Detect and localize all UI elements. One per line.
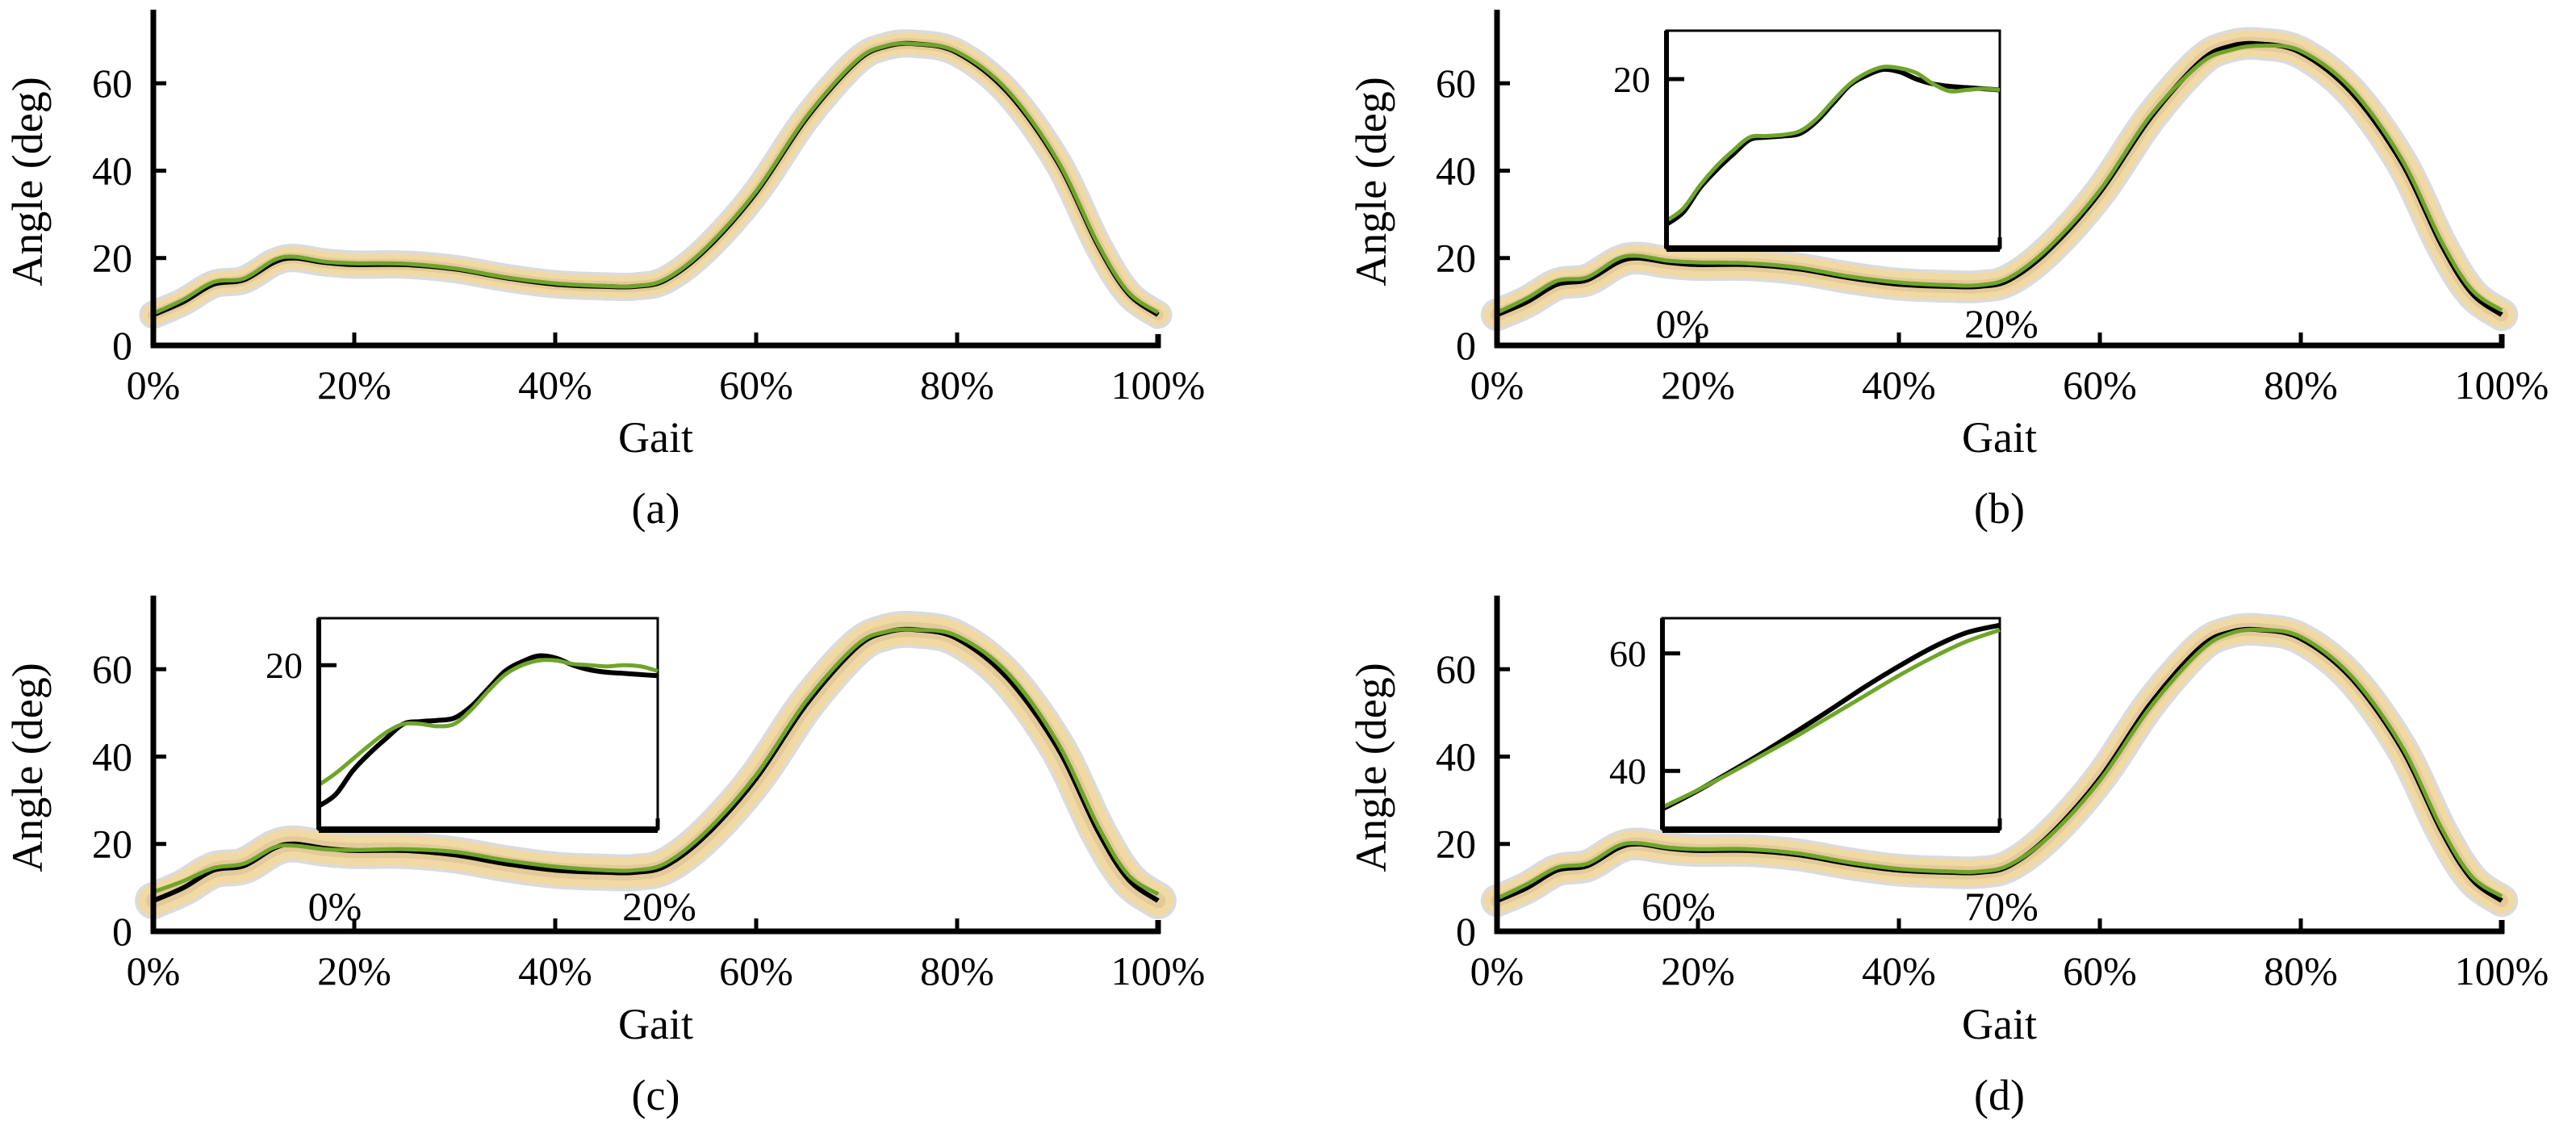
inset-b: 20 0% 20% (1613, 29, 2039, 346)
inset-y-tick-label: 20 (266, 645, 303, 686)
x-tick-label: 100% (2455, 948, 2549, 993)
panel-caption: (d) (1974, 1071, 2025, 1119)
panel-d: 0% 20% 40% 60% 80% 100% 0 20 40 60 Gait Angle (deg)… (1347, 596, 2549, 1119)
x-tick-label: 20% (1661, 362, 1735, 408)
panel-caption: (c) (632, 1071, 680, 1119)
x-tick-label: 40% (518, 362, 592, 408)
series-predicted-line-c (153, 627, 1160, 897)
inset-series-predicted-line (1661, 628, 2001, 809)
x-tick-label: 100% (2455, 362, 2549, 408)
x-tick-label: 60% (2063, 948, 2137, 993)
inset-d: 40 60 60% 70% (1609, 617, 2039, 929)
x-axis-label: Gait (1962, 1000, 2037, 1048)
y-axis-label: Angle (deg) (1347, 77, 1395, 286)
x-tick-label: 80% (920, 948, 994, 993)
x-tick-label: 80% (2264, 362, 2338, 408)
inset-frame (317, 617, 659, 831)
y-axis-label: Angle (deg) (1347, 663, 1395, 872)
x-tick-label: 60% (719, 948, 793, 993)
y-tick-label: 20 (92, 822, 132, 867)
y-tick-label: 0 (1456, 323, 1476, 368)
panel-caption: (a) (632, 484, 680, 533)
x-axis-label: Gait (618, 1000, 693, 1048)
x-tick-label: 0% (1470, 948, 1524, 993)
inset-c: 20 0% 20% (266, 617, 696, 929)
y-tick-label: 0 (1456, 909, 1476, 954)
inset-x-tick-label: 0% (1656, 301, 1710, 346)
y-tick-label: 20 (1436, 236, 1476, 281)
y-tick-label: 40 (92, 734, 132, 779)
inset-x-tick-label: 20% (622, 884, 696, 929)
y-tick-label: 40 (1436, 148, 1476, 193)
series-predicted-line-d (1495, 627, 2503, 901)
y-axis-label: Angle (deg) (3, 77, 52, 286)
x-axis-label: Gait (618, 413, 693, 462)
x-axis-label: Gait (1962, 413, 2037, 462)
inset-series-predicted-line (1665, 65, 2001, 223)
x-tick-label: 60% (2063, 362, 2137, 408)
inset-x-tick-label: 70% (1964, 884, 2039, 929)
y-tick-label: 40 (1436, 734, 1476, 779)
x-tick-label: 100% (1111, 362, 1206, 408)
y-axis-label: Angle (deg) (3, 663, 52, 872)
inset-x-tick-label: 60% (1641, 884, 1716, 929)
x-tick-label: 0% (127, 362, 181, 408)
panel-c: 0% 20% 40% 60% 80% 100% 0 20 40 60 Gait Angle (deg)… (3, 596, 1205, 1119)
inset-y-tick-label: 60 (1609, 634, 1646, 675)
x-tick-label: 60% (719, 362, 793, 408)
x-tick-label: 100% (1111, 948, 1206, 993)
x-tick-label: 0% (1470, 362, 1524, 408)
series-predicted-line-b (1495, 43, 2503, 315)
y-tick-label: 60 (92, 646, 132, 692)
x-tick-label: 20% (317, 948, 391, 993)
y-tick-label: 0 (112, 323, 132, 368)
y-tick-label: 60 (1436, 646, 1476, 692)
y-tick-label: 20 (1436, 822, 1476, 867)
x-tick-label: 40% (518, 948, 592, 993)
y-tick-label: 40 (92, 148, 132, 193)
inset-x-tick-label: 0% (308, 884, 362, 929)
y-tick-label: 0 (112, 909, 132, 954)
x-tick-label: 20% (317, 362, 391, 408)
y-tick-label: 60 (92, 61, 132, 106)
inset-x-tick-label: 20% (1964, 301, 2039, 346)
variability-band-a (139, 29, 1173, 329)
x-tick-label: 20% (1661, 948, 1735, 993)
inset-y-tick-label: 20 (1613, 59, 1650, 100)
panel-caption: (b) (1974, 484, 2025, 533)
x-tick-label: 80% (920, 362, 994, 408)
panel-b: 0% 20% 40% 60% 80% 100% 0 20 40 60 Gait Angle (deg)… (1347, 10, 2549, 533)
panel-a: 0% 20% 40% 60% 80% 100% 0 20 40 60 Gait Angle (deg)… (3, 10, 1205, 533)
y-tick-label: 20 (92, 236, 132, 281)
inset-frame (1665, 29, 2001, 250)
x-tick-label: 40% (1862, 362, 1936, 408)
x-tick-label: 80% (2264, 948, 2338, 993)
series-predicted-line-a (152, 41, 1160, 316)
x-tick-label: 0% (127, 948, 181, 993)
y-tick-label: 60 (1436, 61, 1476, 106)
inset-y-tick-label: 40 (1609, 751, 1646, 792)
x-tick-label: 40% (1862, 948, 1936, 993)
inset-series-predicted-line (317, 658, 659, 787)
